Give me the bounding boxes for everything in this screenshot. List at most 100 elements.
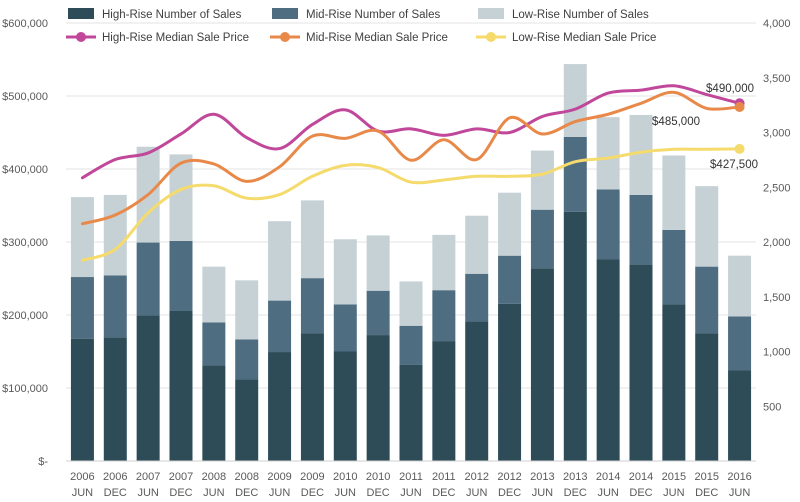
line-series-1: [80, 84, 742, 180]
bar-segment-2: [695, 266, 719, 334]
legend-swatch-marker: [486, 32, 496, 42]
x-tick-year: 2008: [202, 471, 226, 483]
bar-segment-1: [333, 351, 357, 461]
x-tick-month: JUN: [663, 487, 684, 499]
bar-segment-3: [465, 215, 489, 274]
legend-label: High-Rise Median Sale Price: [102, 32, 249, 44]
x-tick-month: DEC: [104, 487, 127, 499]
legend-swatch-bar: [478, 8, 504, 19]
right-tick-label: 2,000: [763, 237, 791, 249]
left-tick-label: $300,000: [2, 237, 48, 249]
annotation-low-rise-price: $427,500: [710, 159, 758, 171]
x-tick-month: DEC: [169, 487, 192, 499]
bar-segment-3: [399, 281, 423, 326]
right-tick-label: 3,000: [763, 128, 791, 140]
x-tick-year: 2015: [662, 471, 686, 483]
x-tick-month: DEC: [432, 487, 455, 499]
bar-segment-2: [662, 229, 686, 305]
line-end-marker-3: [734, 143, 745, 154]
x-tick-month: JUN: [597, 487, 618, 499]
bar-segment-2: [103, 275, 127, 338]
bar-segment-1: [202, 365, 226, 461]
bar-segment-1: [530, 268, 554, 461]
x-tick-year: 2015: [694, 471, 718, 483]
bar-segment-3: [530, 150, 554, 210]
axes: $- $100,000 $200,000 $300,000 $400,000 $500,0…: [2, 18, 790, 499]
x-tick-month: JUN: [72, 487, 93, 499]
bar-segment-2: [530, 209, 554, 269]
bar-segment-1: [103, 337, 127, 461]
x-tick-year: 2013: [530, 471, 554, 483]
bar-segment-2: [202, 322, 226, 366]
legend-swatch-marker: [280, 32, 290, 42]
x-tick-month: DEC: [695, 487, 718, 499]
bar-segment-2: [300, 278, 324, 334]
x-tick-year: 2010: [333, 471, 357, 483]
right-tick-label: 1,500: [763, 292, 791, 304]
bar-segment-1: [366, 335, 390, 461]
bar-segment-1: [728, 370, 752, 461]
bar-segment-1: [563, 211, 587, 461]
bar-segment-1: [695, 333, 719, 461]
bar-segment-3: [596, 117, 620, 190]
bar-segment-2: [136, 242, 160, 316]
annotations: $490,000 $485,000 $427,500: [652, 83, 758, 171]
x-tick-month: JUN: [466, 487, 487, 499]
legend-swatch-bar: [68, 8, 94, 19]
bar-segment-1: [498, 303, 522, 461]
line-series: [80, 84, 745, 262]
legend-label: High-Rise Number of Sales: [102, 9, 242, 21]
right-tick-label: 2,500: [763, 182, 791, 194]
x-tick-year: 2014: [629, 471, 653, 483]
line-end-marker-2: [734, 101, 745, 112]
x-tick-year: 2016: [727, 471, 751, 483]
line-series-2: [80, 90, 742, 226]
bar-segment-1: [70, 338, 94, 461]
x-tick-year: 2013: [563, 471, 587, 483]
x-tick-month: JUN: [335, 487, 356, 499]
x-tick-year: 2011: [432, 471, 456, 483]
x-tick-year: 2007: [169, 471, 193, 483]
bar-segment-2: [728, 316, 752, 371]
left-tick-label: $200,000: [2, 310, 48, 322]
bar-segment-3: [498, 192, 522, 256]
x-tick-month: JUN: [400, 487, 421, 499]
x-tick-month: JUN: [137, 487, 158, 499]
right-tick-label: 500: [763, 401, 781, 413]
left-tick-label: $-: [38, 456, 48, 468]
bar-segment-1: [432, 341, 456, 461]
bar-segment-1: [662, 304, 686, 461]
left-tick-label: $600,000: [2, 18, 48, 30]
x-tick-month: DEC: [301, 487, 324, 499]
x-tick-year: 2014: [596, 471, 620, 483]
bar-segment-2: [268, 300, 292, 353]
x-tick-year: 2012: [464, 471, 488, 483]
bar-segment-2: [629, 194, 653, 265]
bar-segment-3: [169, 154, 193, 241]
bar-segment-2: [366, 290, 390, 336]
x-tick-year: 2006: [70, 471, 94, 483]
bar-segment-1: [268, 352, 292, 461]
bar-segment-2: [70, 277, 94, 339]
x-tick-year: 2008: [234, 471, 258, 483]
annotation-mid-rise-price: $485,000: [652, 116, 700, 128]
bar-segment-2: [333, 304, 357, 352]
x-tick-year: 2012: [497, 471, 521, 483]
x-tick-year: 2009: [300, 471, 324, 483]
bar-segment-2: [498, 255, 522, 304]
x-tick-year: 2007: [136, 471, 160, 483]
bar-segment-3: [662, 155, 686, 230]
bar-segment-1: [300, 333, 324, 461]
bar-segment-1: [465, 321, 489, 461]
bar-segment-3: [629, 114, 653, 195]
x-tick-month: JUN: [729, 487, 750, 499]
bar-segment-1: [169, 310, 193, 461]
left-tick-label: $400,000: [2, 164, 48, 176]
x-tick-month: DEC: [564, 487, 587, 499]
bar-segment-3: [202, 266, 226, 323]
x-tick-year: 2006: [103, 471, 127, 483]
bar-segment-1: [629, 264, 653, 461]
legend-swatch-bar: [272, 8, 298, 19]
bar-segment-3: [268, 221, 292, 301]
x-tick-month: DEC: [367, 487, 390, 499]
